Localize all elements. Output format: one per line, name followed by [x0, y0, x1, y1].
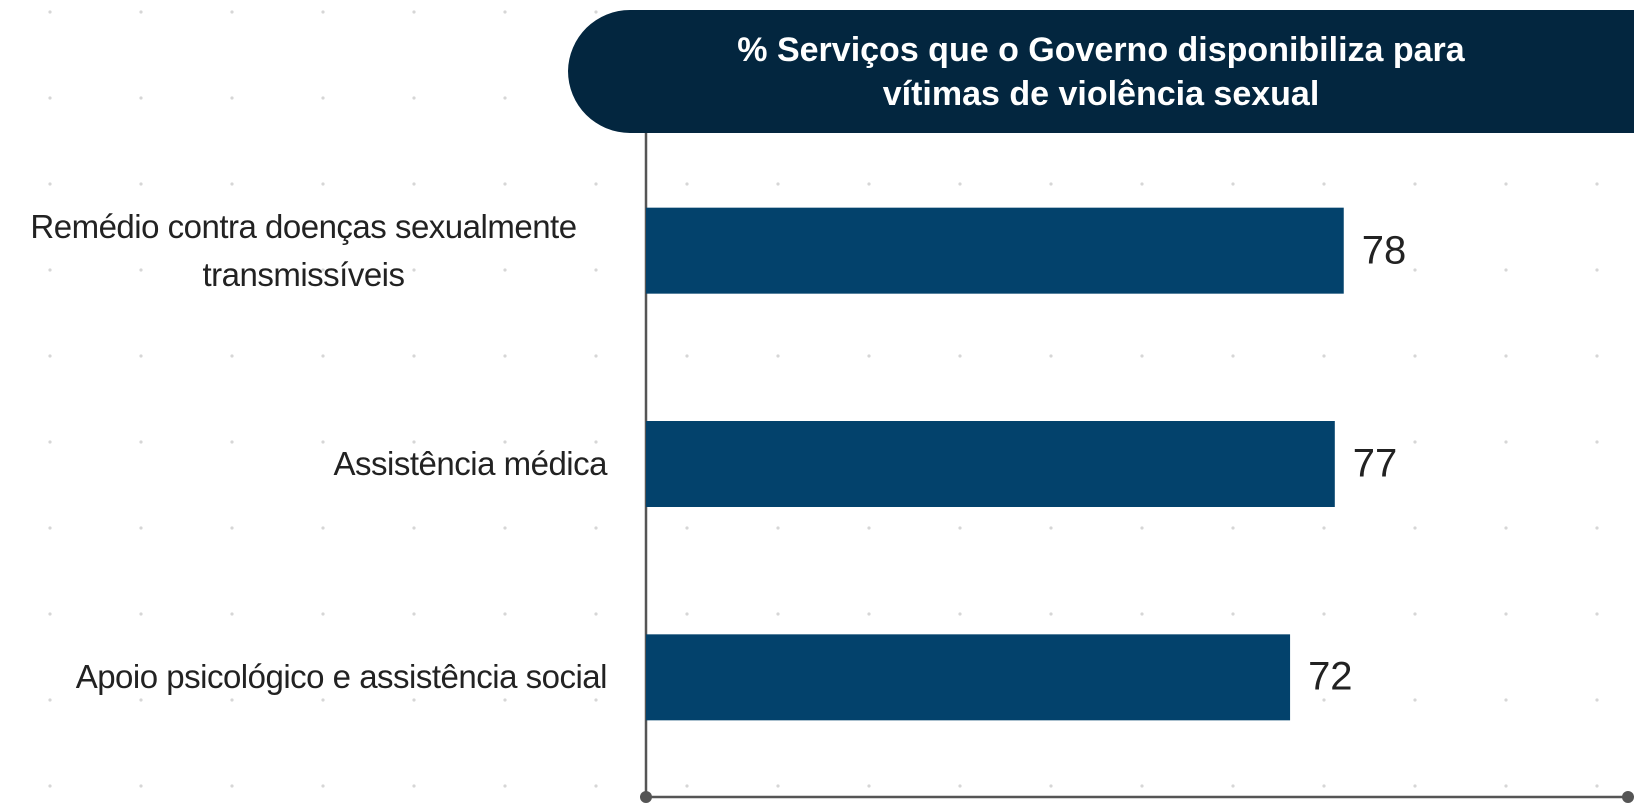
- value-label: 72: [1308, 654, 1353, 699]
- y-tick-label: Apoio psicológico e assistência social: [75, 658, 608, 696]
- category-box: Assistência médica: [333, 440, 608, 488]
- category-box: Apoio psicológico e assistência social: [75, 653, 608, 701]
- value-label: 78: [1361, 228, 1407, 273]
- bar: [646, 421, 1335, 507]
- bar: [646, 634, 1291, 721]
- axis-dot: [1622, 791, 1634, 803]
- bar: [646, 207, 1344, 294]
- value-label: 77: [1352, 441, 1398, 486]
- y-tick-label: Remédio contra doenças sexualmente trans…: [30, 207, 577, 293]
- y-tick-label: Assistência médica: [333, 445, 608, 482]
- chart-title: % Serviços que o Governo disponibiliza p…: [737, 30, 1465, 113]
- title-box: % Serviços que o Governo disponibiliza p…: [568, 10, 1634, 133]
- category-box: Remédio contra doenças sexualmente trans…: [0, 203, 607, 299]
- title-pill: [568, 10, 1610, 133]
- title-pill-edge: [1570, 10, 1634, 133]
- axis-dot: [640, 791, 652, 803]
